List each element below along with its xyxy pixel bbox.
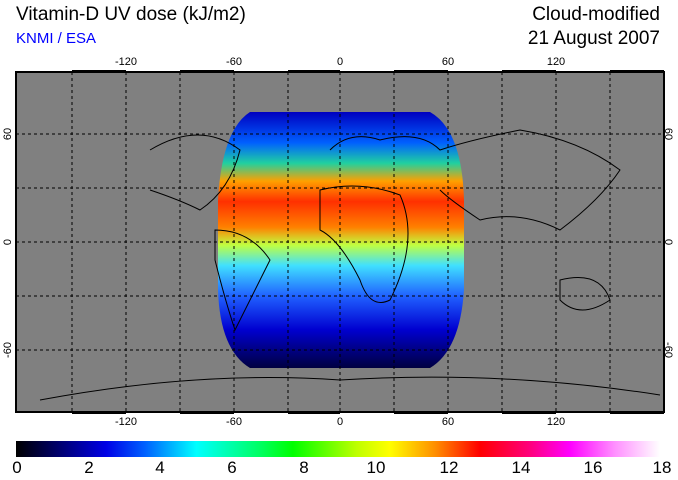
lat-tick-right: 60 xyxy=(662,127,675,141)
mode-label: Cloud-modified xyxy=(532,4,660,25)
lon-tick-top: -60 xyxy=(226,56,242,68)
lon-tick-top: 0 xyxy=(336,56,344,68)
colorbar-label: 2 xyxy=(84,458,94,477)
lat-tick-left: 60 xyxy=(2,127,15,141)
credit-label: KNMI / ESA xyxy=(16,30,97,47)
colorbar-label: 10 xyxy=(366,458,386,477)
colorbar-label: 6 xyxy=(227,458,237,477)
lat-tick-right: -60 xyxy=(661,342,674,358)
colorbar-label: 18 xyxy=(652,458,672,477)
colorbar-label: 4 xyxy=(155,458,165,477)
date-label: 21 August 2007 xyxy=(527,28,660,49)
colorbar xyxy=(16,441,660,457)
colorbar-label: 0 xyxy=(12,458,22,477)
colorbar-label: 14 xyxy=(511,458,531,477)
coastlines xyxy=(39,129,661,401)
lon-tick-top: 60 xyxy=(441,56,455,68)
world-map xyxy=(15,70,665,414)
colorbar-label: 12 xyxy=(439,458,459,477)
lon-tick-top: 120 xyxy=(546,56,566,68)
uv-data-region xyxy=(218,112,464,368)
lon-tick-top: -120 xyxy=(114,56,138,68)
lon-tick-bottom: -60 xyxy=(226,416,242,428)
axis-bands xyxy=(72,70,664,414)
grid-lines xyxy=(16,72,664,412)
lon-tick-bottom: -120 xyxy=(114,416,138,428)
map-title: Vitamin-D UV dose (kJ/m2) xyxy=(16,4,246,25)
lat-tick-left: -60 xyxy=(1,342,14,358)
lat-tick-left: 0 xyxy=(2,238,15,246)
lon-tick-bottom: 60 xyxy=(441,416,455,428)
lon-tick-bottom: 120 xyxy=(546,416,566,428)
lon-tick-bottom: 0 xyxy=(336,416,344,428)
lat-tick-right: 0 xyxy=(662,238,675,246)
colorbar-label: 16 xyxy=(583,458,603,477)
colorbar-label: 8 xyxy=(299,458,309,477)
